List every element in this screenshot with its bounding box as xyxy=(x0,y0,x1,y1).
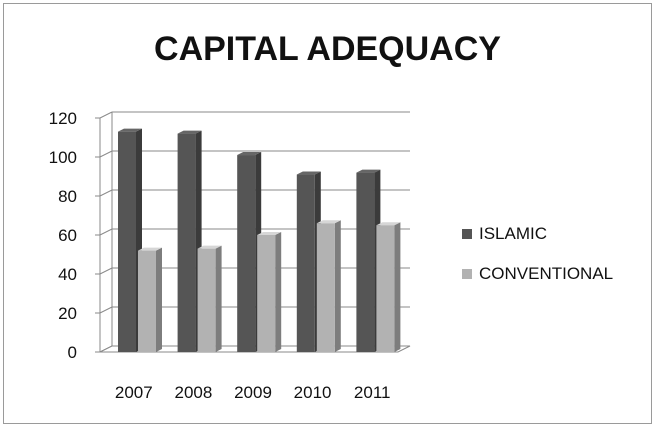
bar-conventional-2008 xyxy=(197,245,222,352)
bar-front xyxy=(237,155,256,352)
bar-conventional-2009 xyxy=(257,232,282,352)
x-tick-label: 2010 xyxy=(294,383,332,402)
bar-front xyxy=(197,248,216,352)
bar-front xyxy=(316,223,335,352)
gridline-depth xyxy=(99,306,113,314)
gridline-depth xyxy=(99,189,113,197)
legend-item-conventional: CONVENTIONAL xyxy=(462,264,613,284)
y-tick-label: 40 xyxy=(58,265,77,284)
x-tick-label: 2009 xyxy=(234,383,272,402)
bar-top xyxy=(118,128,142,132)
x-tick-label: 2008 xyxy=(174,383,212,402)
bar-top xyxy=(237,152,262,156)
bar-front xyxy=(376,225,395,352)
x-tick-label: 2007 xyxy=(115,383,153,402)
legend-item-islamic: ISLAMIC xyxy=(462,224,613,244)
legend-swatch-conventional xyxy=(462,269,472,279)
gridline-depth xyxy=(99,150,113,158)
y-tick-labels: 0 20 40 60 80 100 120 xyxy=(49,109,77,362)
legend-label-conventional: CONVENTIONAL xyxy=(479,264,614,283)
bar-top xyxy=(376,222,401,226)
y-tick-label: 60 xyxy=(58,226,77,245)
bar-front xyxy=(296,174,315,352)
bar-front xyxy=(118,131,136,352)
gridline-depth xyxy=(99,228,113,236)
legend-swatch-islamic xyxy=(462,229,472,239)
bar-top xyxy=(138,247,162,251)
legend: ISLAMIC CONVENTIONAL xyxy=(462,224,613,304)
bars xyxy=(118,128,401,352)
y-tick-label: 100 xyxy=(49,148,77,167)
bar-top xyxy=(316,220,341,224)
y-tick-label: 80 xyxy=(58,187,77,206)
bar-front xyxy=(257,235,276,352)
bar-front xyxy=(356,172,375,352)
gridline-depth xyxy=(99,267,113,275)
bar-conventional-2011 xyxy=(376,222,401,352)
chart-title: CAPITAL ADEQUACY xyxy=(154,30,501,68)
bar-top xyxy=(296,171,321,175)
bar-conventional-2010 xyxy=(316,220,341,352)
x-tick-labels: 2007 2008 2009 2010 2011 xyxy=(115,383,391,402)
bar-side xyxy=(156,247,162,352)
gridline-depth xyxy=(99,111,113,119)
bar-side xyxy=(394,222,401,352)
chart-frame xyxy=(3,3,652,424)
bar-front xyxy=(138,250,156,352)
bar-side xyxy=(275,232,282,352)
y-tick-label: 120 xyxy=(49,109,77,128)
bar-top xyxy=(177,130,202,134)
y-tick-label: 0 xyxy=(68,343,77,362)
bar-side xyxy=(215,245,222,352)
y-tick-label: 20 xyxy=(58,304,77,323)
bar-top xyxy=(356,169,381,173)
legend-label-islamic: ISLAMIC xyxy=(479,224,548,243)
bar-top xyxy=(197,245,222,249)
bar-conventional-2007 xyxy=(138,247,162,352)
bar-front xyxy=(177,133,196,352)
bar-side xyxy=(334,220,341,352)
bar-top xyxy=(257,232,282,235)
x-tick-label: 2011 xyxy=(354,383,391,402)
